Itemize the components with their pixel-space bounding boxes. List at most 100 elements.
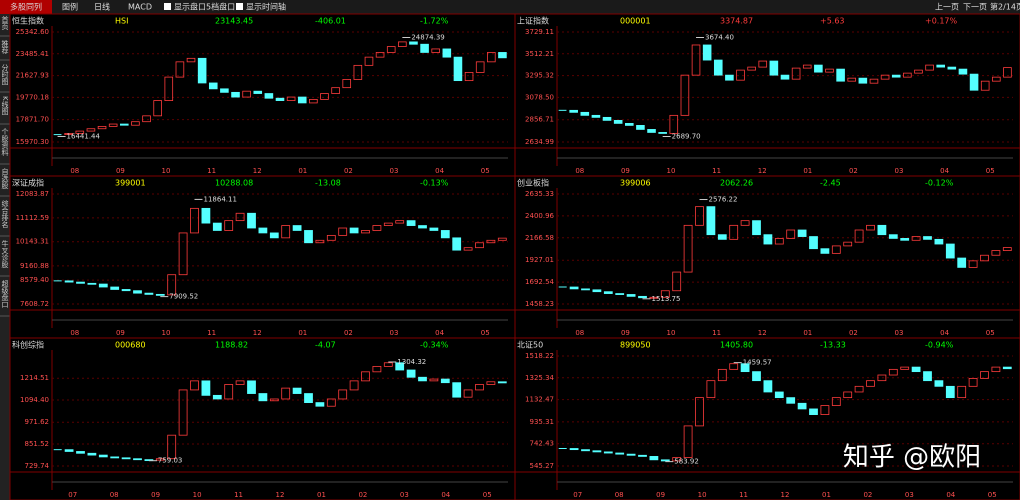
candle (660, 459, 670, 462)
annotation: 11864.11 (204, 195, 237, 203)
candle (86, 128, 96, 132)
toolbar-title[interactable]: 多股同列 (10, 2, 42, 12)
y-tick-label: 23485.41 (16, 50, 49, 58)
candle (592, 289, 602, 293)
candle (486, 239, 496, 244)
x-tick-label: 12 (253, 167, 262, 175)
page-indicator: 第2/14页 (990, 2, 1020, 12)
y-tick-label: 7608.72 (20, 300, 49, 308)
candle (75, 130, 85, 134)
candle (820, 248, 830, 254)
candle (153, 100, 162, 117)
x-tick-label: 04 (940, 329, 949, 337)
candle (877, 224, 887, 236)
sidebar-tab[interactable]: 分时图 (1, 63, 9, 86)
header-code: 899050 (620, 341, 651, 350)
candle (968, 260, 978, 268)
sidebar-tab[interactable]: 自选股 (1, 167, 9, 190)
y-tick-label: 21627.93 (16, 72, 49, 80)
sidebar-tab[interactable]: 超级盘口 (1, 279, 9, 308)
candle (372, 365, 382, 373)
x-tick-label: 12 (758, 329, 767, 337)
checkbox[interactable] (164, 3, 171, 10)
candle (190, 380, 199, 391)
header-price: 23143.45 (215, 17, 253, 26)
sidebar-tab[interactable]: 推荐 (1, 39, 9, 55)
candle (155, 458, 165, 461)
candle (725, 74, 734, 81)
toolbar-item[interactable]: 显示时间轴 (246, 2, 286, 12)
candle (866, 380, 875, 387)
candle (1002, 366, 1012, 370)
x-tick-label: 02 (344, 167, 353, 175)
candle (133, 290, 142, 294)
x-tick-label: 08 (70, 329, 79, 337)
candle (957, 257, 967, 268)
toolbar-item[interactable]: 图例 (62, 2, 78, 12)
toolbar-item[interactable]: MACD (128, 3, 152, 12)
candle (747, 66, 756, 71)
annotation: 2689.70 (672, 132, 701, 140)
header-change-pct: -1.72% (420, 17, 449, 26)
next-page[interactable]: 下一页 (963, 3, 987, 12)
candle (304, 393, 313, 403)
x-tick-label: 12 (276, 491, 285, 499)
candle (121, 457, 131, 460)
candle (569, 448, 579, 451)
toolbar-item[interactable]: 显示盘口5档盘口 (174, 2, 235, 12)
candle (269, 398, 279, 402)
candle (602, 116, 612, 121)
x-tick-label: 08 (575, 329, 584, 337)
candle (923, 236, 932, 240)
candle (429, 227, 439, 231)
annotation: 24874.39 (411, 33, 444, 41)
x-tick-label: 02 (358, 491, 367, 499)
candle (224, 384, 234, 400)
candle (669, 114, 679, 134)
header-change-pct: -0.34% (420, 341, 449, 350)
toolbar-tab[interactable] (0, 0, 52, 14)
candle (76, 281, 85, 284)
candle (487, 52, 496, 63)
candle (383, 362, 393, 367)
candle (353, 64, 363, 80)
candle (626, 294, 636, 297)
sidebar-tab[interactable]: K线图 (1, 96, 9, 116)
candle (647, 129, 656, 133)
y-tick-label: 935.31 (530, 418, 555, 426)
candle (297, 96, 307, 104)
sidebar-tab[interactable]: 首页 (1, 15, 9, 31)
candle (453, 56, 463, 82)
toolbar-item[interactable]: 日线 (94, 2, 110, 12)
candle (969, 73, 979, 91)
candle (409, 41, 418, 45)
y-tick-label: 25342.60 (16, 28, 49, 36)
candle (349, 380, 359, 391)
header-change: -4.07 (315, 341, 336, 350)
x-tick-label: 10 (698, 491, 707, 499)
candle (752, 220, 761, 236)
candle (269, 232, 279, 239)
candle (320, 93, 329, 100)
header-change: -2.45 (820, 179, 841, 188)
candle (247, 380, 256, 394)
candle (825, 68, 834, 73)
candle (914, 69, 923, 74)
candle (87, 452, 97, 456)
y-tick-label: 2856.71 (525, 116, 554, 124)
candle (636, 125, 645, 130)
sidebar-tab[interactable]: 牛叉诊股 (1, 239, 9, 269)
prev-page[interactable]: 上一页 (935, 3, 959, 12)
candle (440, 230, 450, 239)
candle (498, 52, 507, 59)
candle (386, 46, 396, 53)
sidebar-tab[interactable]: 综合排名 (1, 199, 9, 229)
checkbox[interactable] (236, 3, 243, 10)
header-title: 创业板指 (517, 178, 549, 188)
candle (866, 224, 875, 231)
sidebar-tab[interactable]: 个股资料 (1, 128, 9, 157)
candle (809, 236, 818, 250)
candle (242, 90, 251, 98)
candle (292, 225, 302, 231)
x-tick-label: 04 (441, 491, 450, 499)
